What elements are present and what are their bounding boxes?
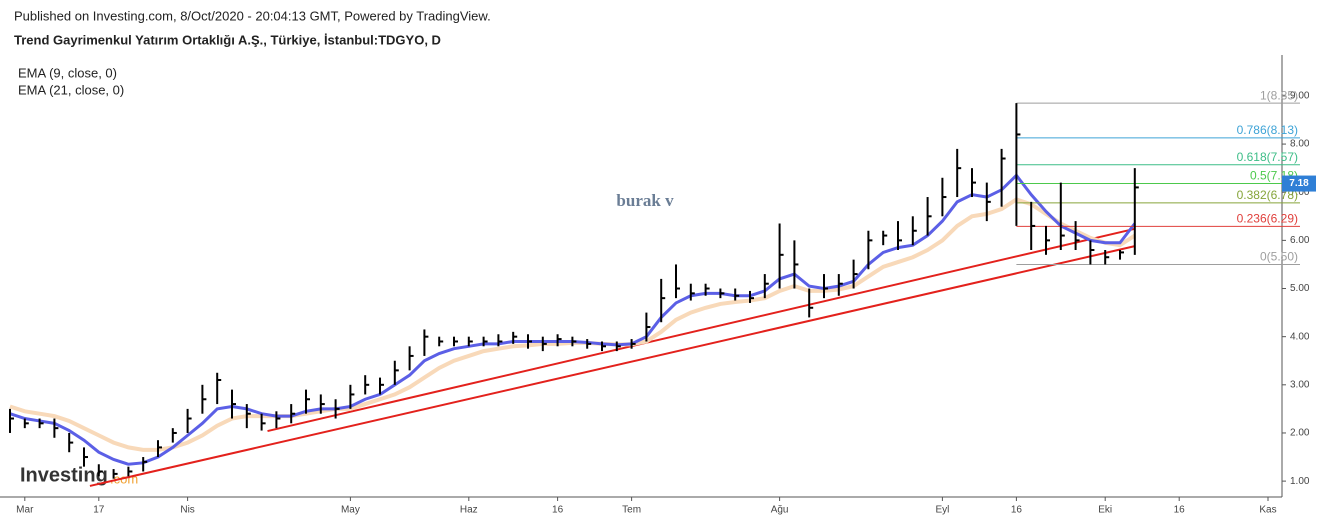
x-tick-label: Eki [1098,505,1112,516]
x-tick-label: Eyl [935,505,949,516]
y-tick-label: 2.00 [1290,428,1310,439]
last-price-label: 7.18 [1289,178,1309,189]
published-note: Published on Investing.com, 8/Oct/2020 -… [14,8,491,23]
y-tick-label: 7.00 [1290,187,1310,198]
legend-entry: EMA (9, close, 0) [18,65,117,80]
fib-label: 1(8.85) [1260,88,1298,102]
watermark: Investing [20,464,108,486]
chart-title: Trend Gayrimenkul Yatırım Ortaklığı A.Ş.… [14,32,441,47]
y-tick-label: 5.00 [1290,283,1310,294]
fib-label: 0.618(7.57) [1237,150,1298,164]
fib-label: 0(5.50) [1260,250,1298,264]
y-tick-label: 6.00 [1290,235,1310,246]
x-tick-label: May [341,505,360,516]
x-tick-label: Ağu [771,505,789,516]
x-tick-label: Nis [180,505,194,516]
x-tick-label: 16 [1011,505,1023,516]
x-tick-label: Kas [1259,505,1276,516]
y-tick-label: 1.00 [1290,476,1310,487]
last-price-box [1282,175,1316,192]
x-tick-label: 17 [93,505,105,516]
x-tick-label: 16 [552,505,564,516]
y-tick-label: 8.00 [1290,139,1310,150]
x-tick-label: Haz [460,505,478,516]
y-tick-label: 9.00 [1290,91,1310,102]
legend-entry: EMA (21, close, 0) [18,82,124,97]
x-tick-label: Tem [622,505,641,516]
y-tick-label: 3.00 [1290,379,1310,390]
fib-label: 0.786(8.13) [1237,123,1298,137]
x-tick-label: 16 [1174,505,1186,516]
fib-label: 0.236(6.29) [1237,212,1298,226]
trend-line [89,245,1136,487]
y-tick-label: 4.00 [1290,331,1310,342]
trend-line [267,227,1136,433]
x-tick-label: Mar [16,505,34,516]
annotation: burak v [616,191,674,210]
